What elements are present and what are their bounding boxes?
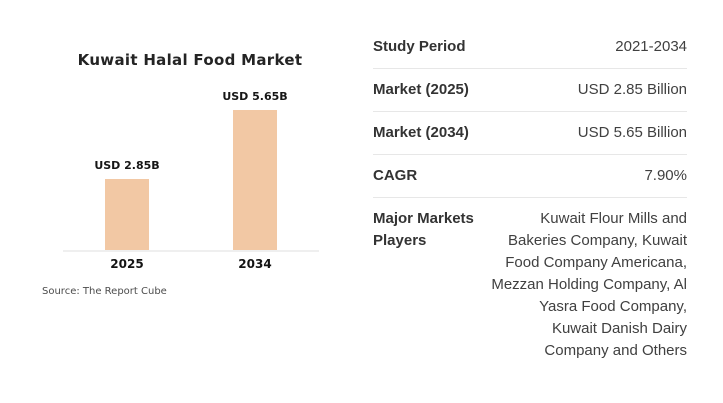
row-label: Major Markets Players: [373, 210, 474, 249]
row-value: USD 2.85 Billion: [577, 81, 687, 98]
row-value: 2021-2034: [615, 38, 687, 55]
table-row: Major Markets Players Kuwait Flour Mills …: [373, 198, 687, 372]
x-tick-label: 2034: [238, 257, 272, 271]
chart-source: Source: The Report Cube: [42, 286, 167, 297]
table-row: Market (2025) USD 2.85 Billion: [373, 69, 687, 112]
row-value: USD 5.65 Billion: [577, 124, 687, 141]
bar-2034: [233, 110, 277, 250]
bar-value-label: USD 2.85B: [94, 159, 160, 172]
x-axis-line: [63, 250, 319, 252]
row-label: Market (2025): [373, 81, 469, 98]
bar-2025: [105, 179, 149, 250]
row-value: Kuwait Flour Mills and Bakeries Company,…: [491, 210, 687, 359]
row-label: CAGR: [373, 167, 418, 184]
row-label: Study Period: [373, 38, 466, 55]
table-row: Study Period 2021-2034: [373, 26, 687, 69]
chart-title: Kuwait Halal Food Market: [77, 51, 303, 69]
x-tick-label: 2025: [110, 257, 144, 271]
x-axis-ticks: 2025 2034: [63, 257, 319, 273]
table-row: Market (2034) USD 5.65 Billion: [373, 112, 687, 155]
table-row: CAGR 7.90%: [373, 155, 687, 198]
row-value: 7.90%: [644, 167, 687, 184]
facts-table: Study Period 2021-2034 Market (2025) USD 2.…: [373, 26, 687, 372]
row-label: Market (2034): [373, 124, 469, 141]
bar-value-label: USD 5.65B: [222, 90, 288, 103]
bar-chart: Kuwait Halal Food Market USD 2.85B USD 5.…: [40, 40, 340, 320]
chart-plot-area: USD 2.85B USD 5.65B: [63, 90, 319, 250]
